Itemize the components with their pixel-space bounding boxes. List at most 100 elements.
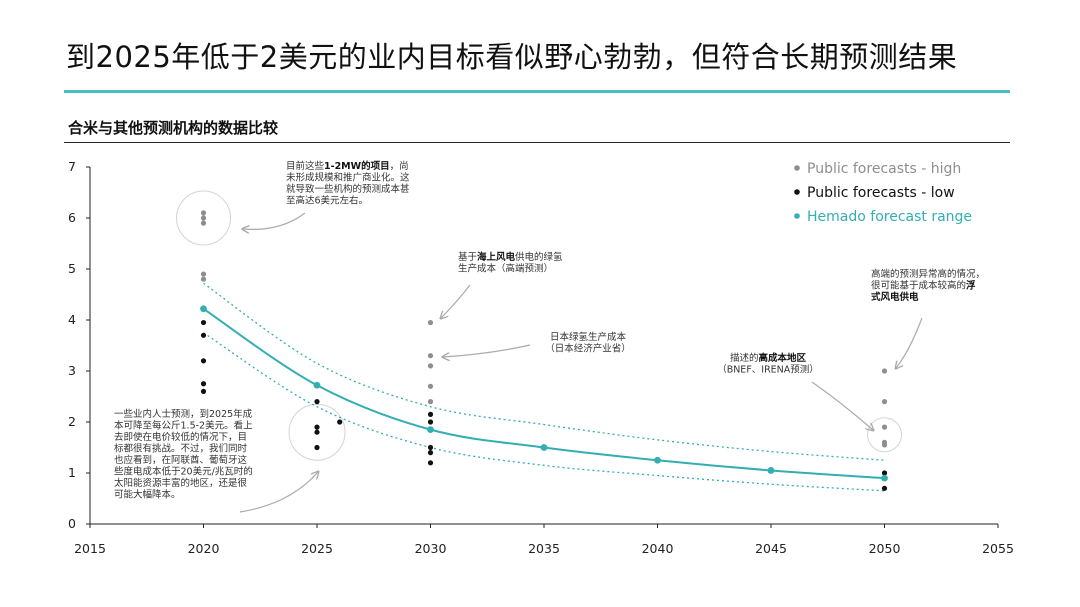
annotation-segment: 1-2MW的项目	[324, 160, 390, 172]
hemado-band	[202, 282, 885, 492]
chart-subtitle: 合米与其他预测机构的数据比较	[68, 119, 279, 137]
high-forecast-point	[200, 276, 207, 282]
legend-label: Hemado forecast range	[807, 209, 972, 225]
low-forecast-point	[200, 319, 207, 326]
high-forecast-point	[881, 399, 888, 405]
annotation-segment: 供电的绿氢	[515, 251, 563, 263]
highlight-circle	[176, 190, 231, 246]
annotation-segment: 可能大幅降本。	[114, 489, 181, 501]
x-tick-label: 2015	[74, 541, 106, 556]
annotation-line: 很可能基于成本较高的浮	[871, 280, 976, 292]
low-forecast-point	[200, 388, 207, 394]
annotation-segment: 未形成规模和推广商业化。这	[286, 172, 410, 184]
annotation-segment: 标都很有挑战。不过，我们同时	[114, 443, 248, 455]
high-forecast-point	[881, 368, 888, 374]
annotation-line: 描述的高成本地区	[730, 352, 807, 364]
hemado-point	[654, 456, 661, 464]
x-tick-label: 2035	[528, 541, 560, 556]
annotation-line: 也应看到，在阿联酋、葡萄牙这	[114, 454, 248, 466]
y-tick-label: 0	[68, 516, 76, 531]
annotation-segment: 海上风电	[477, 251, 516, 263]
x-tick-label: 2055	[982, 541, 1014, 556]
legend-marker	[794, 189, 800, 195]
low-forecast-point	[881, 470, 888, 476]
low-forecast-point	[200, 332, 207, 338]
annotation-line: 日本绿氢生产成本	[550, 331, 627, 343]
page-title: 到2025年低于2美元的业内目标看似野心勃勃，但符合长期预测结果	[66, 40, 958, 74]
y-tick-label: 7	[68, 159, 76, 174]
y-tick-label: 3	[68, 363, 76, 378]
annotations: 目前这些1-2MW的项目，尚未形成规模和推广商业化。这就导致一些机构的预测成本甚…	[114, 160, 985, 501]
y-tick-label: 6	[68, 210, 76, 225]
high-forecast-point	[427, 383, 434, 389]
annotation-line: （BNEF、IRENA预测）	[717, 364, 819, 376]
annotation-line: 生产成本（高端预测）	[458, 263, 553, 275]
annotation-segment: 至高达6美元左右。	[286, 195, 368, 207]
y-tick-label: 5	[68, 261, 76, 276]
legend-label: Public forecasts - low	[807, 185, 955, 201]
annotation-segment: （日本经济产业省）	[545, 343, 631, 355]
annotation-segment: 很可能基于成本较高的	[871, 280, 966, 292]
low-forecast-point	[427, 411, 434, 417]
y-tick-label: 2	[68, 414, 76, 429]
annotation-segment: ，尚	[390, 160, 409, 172]
annotation-segment: 就导致一些机构的预测成本甚	[286, 183, 410, 195]
x-tick-label: 2020	[188, 541, 220, 556]
high-forecast-point	[881, 424, 888, 430]
annotation-segment: 浮	[966, 280, 976, 292]
low-forecast-point	[314, 444, 320, 451]
annotation-arrow	[243, 212, 306, 229]
annotation-line: 至高达6美元左右。	[286, 195, 368, 207]
hemado-point	[427, 426, 434, 434]
chart-legend: Public forecasts - high Public forecasts …	[794, 161, 972, 225]
low-forecast-point	[337, 419, 343, 425]
x-tick-label: 2025	[301, 541, 333, 556]
annotation-line: 些度电成本低于20美元/兆瓦时的	[114, 466, 253, 478]
highlight-circles	[176, 190, 902, 461]
annotation-segment: 描述的	[730, 352, 759, 364]
low-forecast-point	[427, 419, 434, 425]
annotation-segment: （BNEF、IRENA预测）	[717, 364, 819, 376]
subtitle-divider	[64, 142, 1010, 143]
low-forecast-point	[314, 429, 320, 435]
annotation-segment: 一些业内人士预测，到2025年成	[114, 408, 253, 420]
high-forecast-point	[200, 220, 207, 226]
annotation-arrow	[443, 344, 531, 357]
high-forecast-point	[881, 442, 888, 448]
high-forecast-point	[200, 215, 207, 221]
annotation-line: 本可降至每公斤1.5-2美元。看上	[114, 420, 253, 432]
annotation-arrow	[896, 317, 923, 368]
x-tick-label: 2045	[755, 541, 787, 556]
annotation-line: 一些业内人士预测，到2025年成	[114, 408, 253, 420]
high-forecast-point	[427, 399, 434, 405]
hemado-point	[200, 305, 207, 313]
annotation-segment: 些度电成本低于20美元/兆瓦时的	[114, 466, 253, 478]
high-forecast-point	[427, 363, 434, 369]
low-forecast-point	[200, 381, 207, 387]
annotation-line: 太阳能资源丰富的地区，还是很	[114, 477, 248, 489]
annotation-line: （日本经济产业省）	[545, 343, 631, 355]
legend-marker	[794, 213, 800, 219]
high-forecast-point	[427, 319, 434, 326]
low-forecast-point	[314, 399, 320, 405]
legend-label: Public forecasts - high	[807, 161, 961, 177]
annotation-segment: 高端的预测异常高的情况，	[871, 268, 985, 280]
x-tick-label: 2030	[415, 541, 447, 556]
annotation-segment: 高成本地区	[759, 352, 807, 364]
annotation-line: 就导致一些机构的预测成本甚	[286, 183, 410, 195]
x-tick-label: 2040	[642, 541, 674, 556]
hemado-point	[767, 467, 775, 474]
high-forecast-point	[200, 271, 207, 277]
low-forecast-point	[427, 450, 434, 456]
annotation-arrow	[239, 472, 318, 513]
annotation-segment: 式风电供电	[871, 291, 919, 303]
annotation-line: 高端的预测异常高的情况，	[871, 268, 985, 280]
annotation-line: 去即使在电价较低的情况下，目	[114, 431, 247, 443]
annotation-line: 基于海上风电供电的绿氢	[458, 251, 563, 263]
annotation-segment: 目前这些	[286, 160, 325, 172]
annotation-line: 式风电供电	[871, 291, 919, 303]
annotation-segment: 日本绿氢生产成本	[550, 331, 627, 343]
low-forecast-point	[427, 460, 434, 466]
low-forecast-point	[200, 358, 207, 364]
annotation-arrow	[811, 381, 873, 430]
